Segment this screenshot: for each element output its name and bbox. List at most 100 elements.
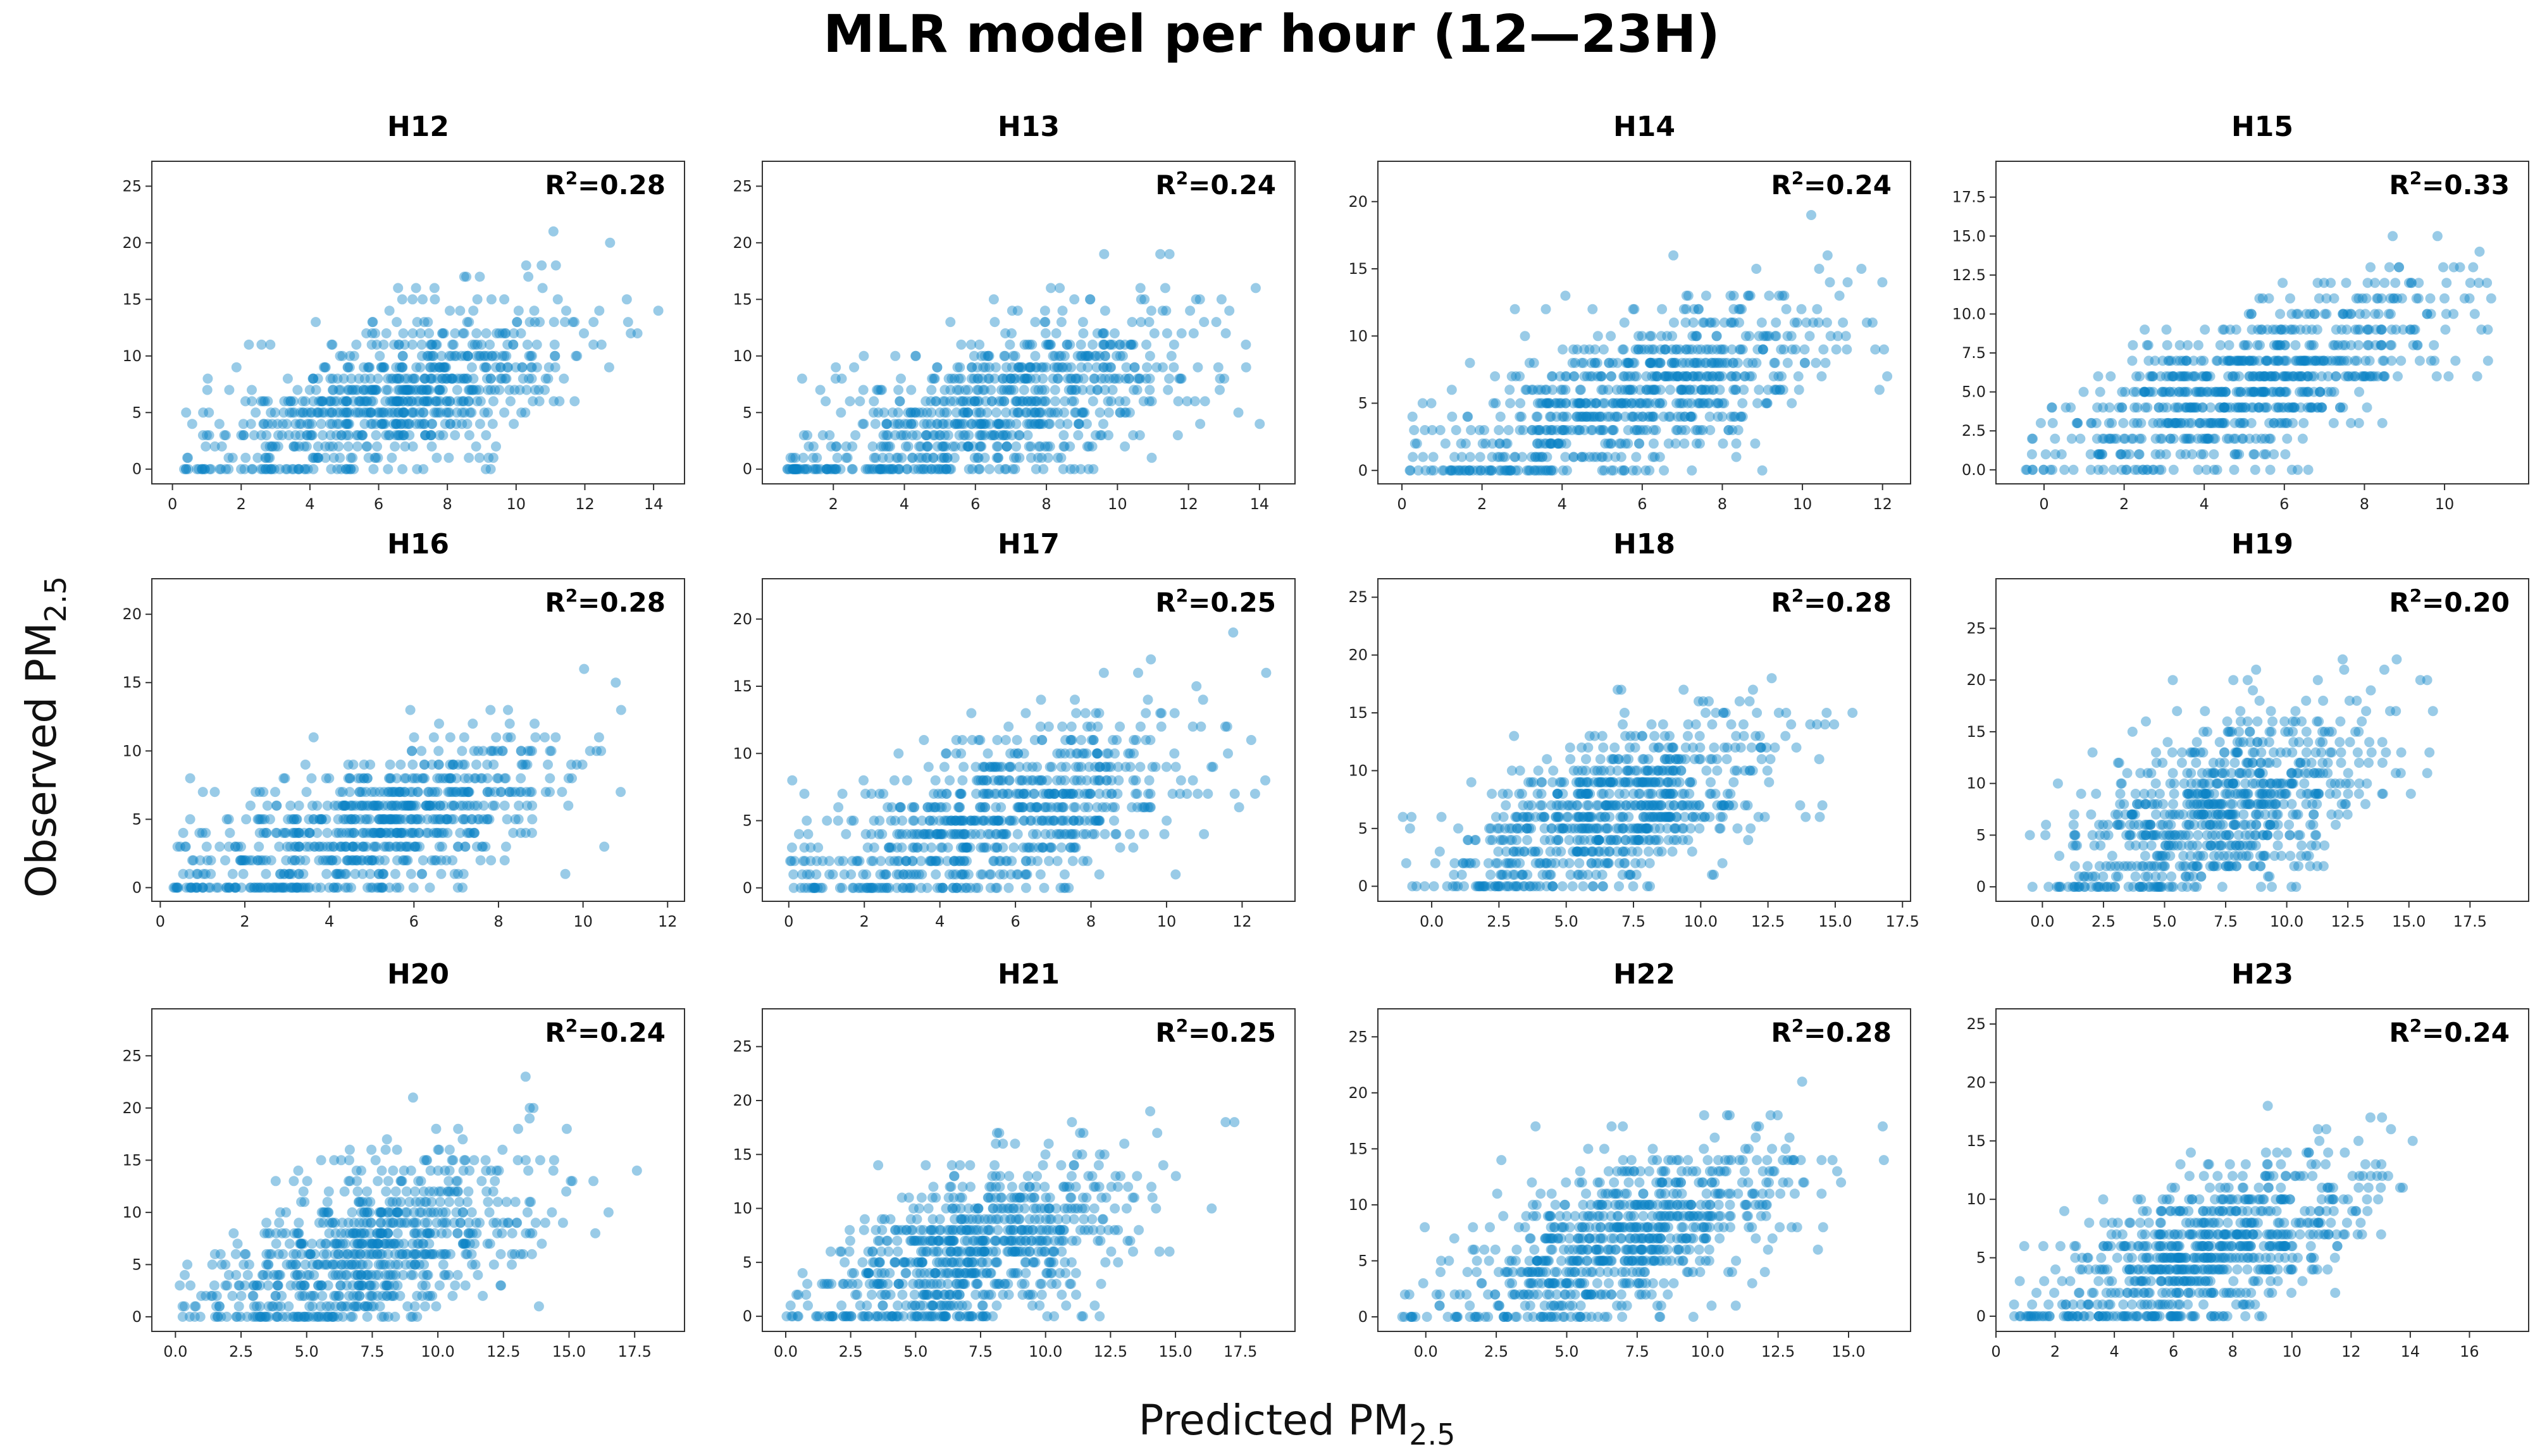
data-point: [940, 441, 951, 452]
data-point: [1495, 870, 1506, 880]
data-point: [2364, 355, 2375, 366]
data-point: [1022, 396, 1033, 407]
data-point: [1517, 452, 1528, 462]
data-point: [406, 746, 417, 756]
data-point: [486, 385, 496, 395]
data-point: [1098, 362, 1109, 373]
data-point: [1792, 318, 1802, 328]
data-point: [340, 882, 350, 893]
data-point: [380, 396, 391, 407]
data-point: [306, 773, 317, 784]
data-point: [487, 350, 498, 361]
data-point: [962, 842, 972, 853]
data-point: [359, 362, 369, 373]
data-point: [1012, 829, 1023, 839]
data-point: [898, 869, 909, 880]
data-point: [333, 800, 344, 811]
data-point: [1098, 419, 1108, 429]
data-point: [951, 815, 962, 826]
data-point: [1590, 357, 1601, 368]
data-point: [1010, 396, 1021, 407]
data-point: [1608, 425, 1618, 435]
data-point: [1088, 339, 1098, 350]
data-point: [1649, 452, 1660, 462]
data-point: [876, 441, 886, 452]
data-point: [1533, 765, 1544, 776]
data-point: [915, 441, 926, 452]
data-point: [1039, 882, 1050, 893]
data-point: [1460, 465, 1471, 476]
data-point: [395, 419, 406, 429]
data-point: [948, 869, 958, 880]
data-point: [978, 842, 989, 853]
data-point: [2164, 386, 2175, 397]
data-point: [1606, 371, 1616, 381]
data-point: [1604, 789, 1614, 799]
data-point: [1616, 438, 1627, 449]
data-point: [2136, 433, 2147, 444]
data-point: [2202, 433, 2213, 444]
data-point: [1547, 371, 1558, 381]
data-point: [374, 407, 385, 418]
data-point: [199, 464, 210, 474]
data-point: [540, 787, 551, 798]
data-point: [230, 841, 240, 852]
data-point: [1026, 419, 1037, 429]
data-point: [912, 430, 922, 441]
data-point: [1635, 789, 1645, 799]
data-point: [275, 464, 285, 474]
data-point: [1608, 398, 1619, 409]
data-point: [1545, 438, 1556, 449]
data-point: [959, 829, 970, 839]
data-point: [251, 882, 262, 893]
data-point: [436, 868, 447, 879]
data-point: [1199, 396, 1210, 407]
data-point: [1707, 344, 1718, 355]
data-point: [2143, 355, 2154, 366]
data-point: [846, 464, 857, 474]
data-point: [2260, 371, 2271, 381]
data-point: [362, 800, 373, 811]
data-point: [2047, 417, 2058, 428]
r-squared-superscript: 2: [1176, 585, 1188, 606]
data-point: [419, 317, 430, 328]
data-point: [1657, 304, 1668, 314]
data-point: [412, 317, 423, 328]
data-point: [435, 814, 446, 825]
data-point: [978, 419, 989, 429]
data-point: [982, 789, 993, 799]
data-point: [2222, 402, 2233, 413]
data-point: [621, 294, 632, 305]
data-point: [1715, 344, 1726, 355]
data-point: [928, 430, 939, 441]
data-point: [2255, 340, 2265, 350]
data-point: [1608, 465, 1619, 476]
data-point: [941, 464, 951, 474]
data-point: [1089, 762, 1100, 772]
data-point: [292, 882, 302, 893]
data-point: [2140, 324, 2150, 335]
data-point: [469, 746, 480, 756]
x-tick-label: 12: [1232, 913, 1252, 930]
data-point: [1220, 328, 1231, 338]
data-point: [978, 362, 989, 373]
data-point: [1576, 411, 1587, 422]
data-point: [430, 339, 441, 350]
data-point: [1655, 777, 1666, 787]
data-point: [1628, 411, 1639, 422]
data-point: [1704, 789, 1715, 799]
data-point: [1717, 411, 1728, 422]
data-point: [2280, 340, 2291, 350]
data-point: [1654, 398, 1664, 409]
data-point: [381, 841, 392, 852]
data-point: [1025, 842, 1035, 853]
data-point: [494, 385, 505, 395]
data-point: [2302, 386, 2312, 397]
data-point: [1539, 438, 1550, 449]
data-point: [2297, 433, 2308, 444]
data-point: [934, 829, 945, 839]
data-point: [326, 339, 337, 350]
data-point: [276, 430, 287, 441]
data-point: [1764, 290, 1775, 301]
r-squared-symbol: R: [2389, 170, 2409, 201]
